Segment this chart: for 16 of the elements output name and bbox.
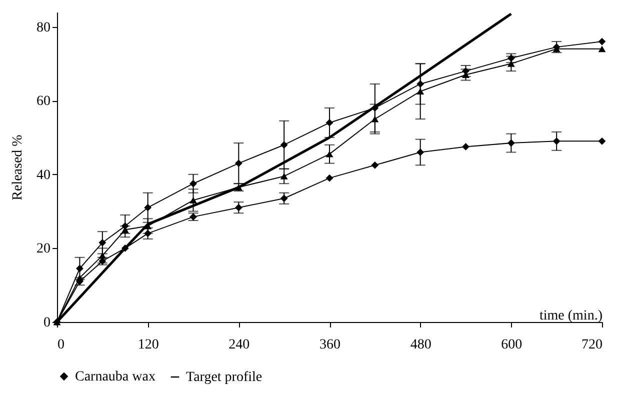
y-tick-label: 80 [36, 20, 50, 36]
y-tick-label: 20 [36, 242, 50, 257]
y-tick-label: 40 [36, 168, 50, 183]
x-tick-label: 0 [58, 338, 64, 352]
y-tick-label: 0 [44, 316, 50, 330]
y-axis-title: Released % [10, 134, 26, 200]
y-tick-label: 60 [36, 94, 50, 110]
x-tick-label: 120 [138, 338, 159, 352]
x-axis-title: time (min.) [540, 308, 603, 324]
x-tick-label: 480 [410, 338, 432, 352]
legend-label: Target profile [186, 370, 262, 385]
x-tick-label: 720 [582, 338, 602, 352]
x-tick-label: 240 [228, 338, 250, 352]
x-tick-label: 600 [501, 338, 522, 352]
legend-label: Carnauba wax [75, 369, 156, 384]
x-tick-label: 360 [320, 338, 340, 352]
